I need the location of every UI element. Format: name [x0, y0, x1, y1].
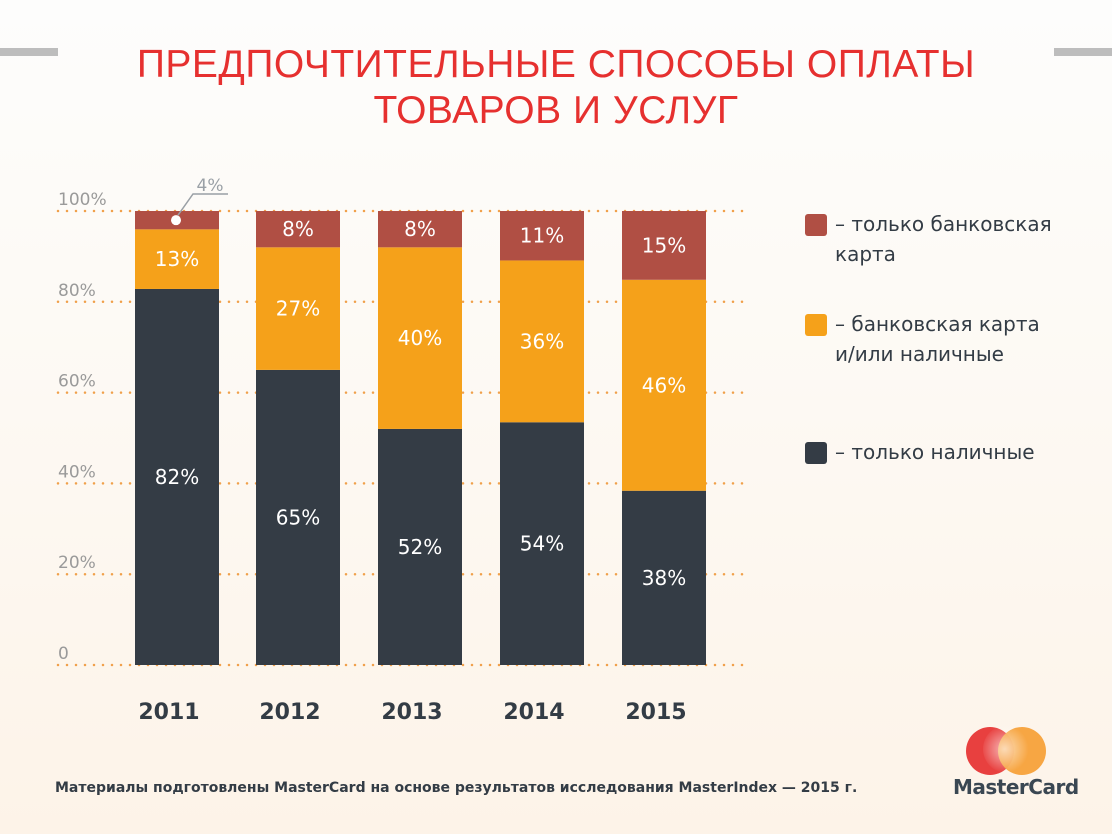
decor-bar-right: [1054, 48, 1112, 56]
source-footnote: Материалы подготовлены MasterCard на осн…: [55, 780, 858, 796]
y-tick-label: 80%: [58, 281, 96, 301]
bar-segment: [500, 260, 584, 423]
bar-segment: [622, 279, 706, 491]
bar-segment: [500, 422, 584, 665]
bar-segment: [256, 211, 340, 248]
legend-item-card-only: – только банковская карта: [805, 212, 1052, 269]
callout-line: [177, 193, 228, 216]
logo-text: MasterCard: [953, 775, 1079, 799]
x-tick-label: 2011: [138, 700, 199, 725]
callout-dot: [171, 215, 181, 226]
chart-title: ПРЕДПОЧТИТЕЛЬНЫЕ СПОСОБЫ ОПЛАТЫ ТОВАРОВ …: [0, 42, 1112, 134]
x-tick-label: 2012: [259, 700, 320, 725]
legend-swatch: [805, 314, 827, 336]
data-label: 4%: [197, 176, 224, 196]
legend-swatch: [805, 442, 827, 464]
legend-label: – только наличные: [835, 440, 1035, 464]
data-label: 65%: [276, 505, 320, 529]
data-label: 52%: [398, 535, 442, 559]
mastercard-logo: [966, 725, 1046, 775]
title-line: ПРЕДПОЧТИТЕЛЬНЫЕ СПОСОБЫ ОПЛАТЫ: [136, 43, 976, 86]
legend-label: – банковская карта и/или наличные: [835, 312, 1040, 366]
decor-bar-left: [0, 48, 58, 56]
y-tick-label: 0: [58, 644, 69, 664]
data-label: 54%: [520, 532, 564, 556]
x-tick-label: 2014: [503, 700, 564, 725]
data-label: 38%: [642, 566, 686, 590]
bar-segment: [500, 211, 584, 261]
title-line: ТОВАРОВ И УСЛУГ: [373, 89, 739, 132]
data-label: 27%: [276, 297, 320, 321]
legend-item-card-or-cash: – банковская карта и/или наличные: [805, 312, 1040, 369]
bar-segment: [622, 211, 706, 280]
bar-segment: [135, 288, 219, 665]
data-label: 8%: [404, 217, 436, 241]
legend-swatch: [805, 214, 827, 236]
data-label: 40%: [398, 326, 442, 350]
x-tick-label: 2015: [625, 700, 686, 725]
y-tick-label: 60%: [58, 372, 96, 392]
legend-label: – только банковская карта: [835, 212, 1052, 266]
data-label: 46%: [642, 373, 686, 397]
y-tick-label: 100%: [58, 190, 107, 210]
bar-segment: [135, 229, 219, 289]
bar-segment: [256, 369, 340, 665]
bar-segment: [378, 247, 462, 429]
y-tick-label: 40%: [58, 462, 96, 482]
bar-segment: [256, 247, 340, 370]
data-label: 82%: [155, 465, 199, 489]
y-tick-label: 20%: [58, 553, 96, 573]
bar-segment: [622, 490, 706, 665]
data-label: 8%: [282, 217, 314, 241]
legend-item-cash-only: – только наличные: [805, 440, 1035, 467]
data-label: 15%: [642, 233, 686, 257]
data-label: 11%: [520, 224, 564, 248]
x-tick-label: 2013: [381, 700, 442, 725]
data-label: 36%: [520, 329, 564, 353]
bar-segment: [378, 211, 462, 248]
data-label: 13%: [155, 247, 199, 271]
bar-segment: [378, 428, 462, 665]
